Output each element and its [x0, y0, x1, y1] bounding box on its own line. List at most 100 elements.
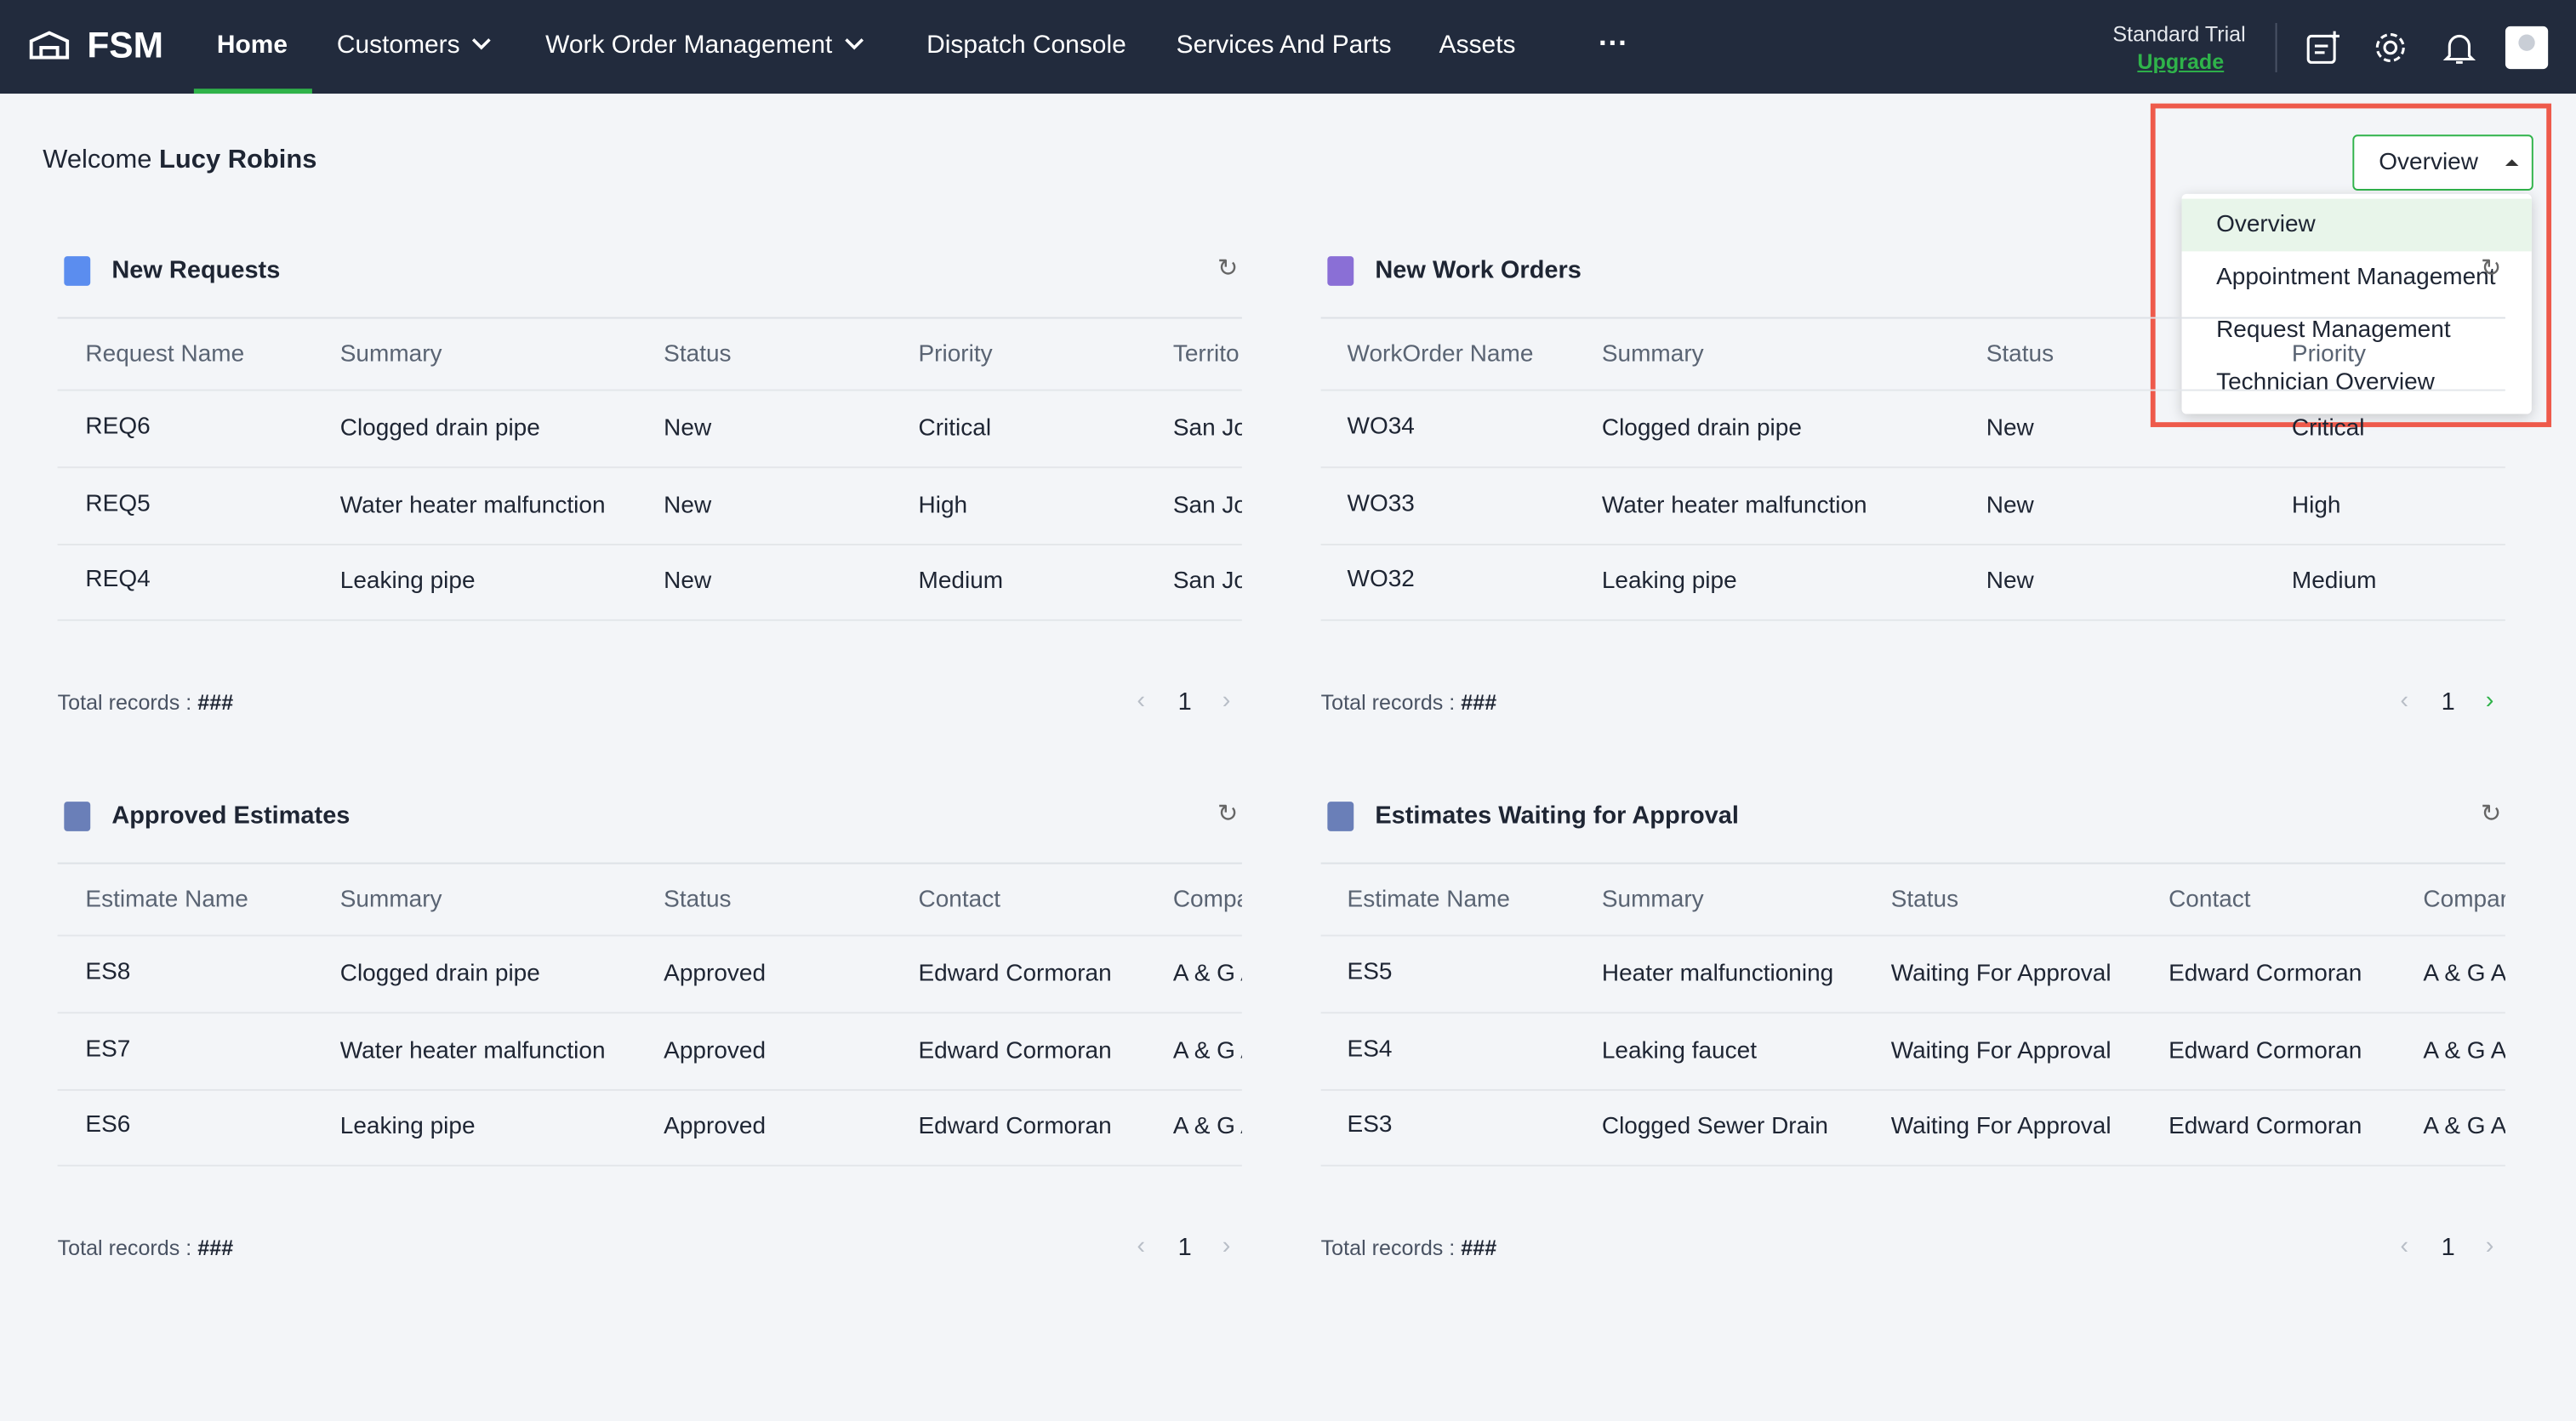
- cell: Medium: [2291, 568, 2377, 596]
- view-option[interactable]: Overview: [2181, 198, 2532, 252]
- cell: A & G A: [2423, 1114, 2505, 1141]
- cell: Leaking faucet: [1601, 1037, 1758, 1064]
- prev-page[interactable]: ‹: [1137, 687, 1145, 715]
- cell: Edward Cormoran: [918, 961, 1112, 988]
- refresh-button[interactable]: ↻: [2480, 800, 2502, 829]
- total-value: ###: [197, 1235, 234, 1260]
- nav-item[interactable]: Work Order Management: [545, 31, 865, 61]
- row-divider: [1320, 389, 2505, 391]
- upgrade-link[interactable]: Upgrade: [2137, 49, 2225, 74]
- page-number[interactable]: 1: [1177, 1233, 1192, 1262]
- cell: New: [664, 415, 712, 442]
- cell: A & G A: [1172, 1037, 1242, 1064]
- view-option-label: Technician Overview: [2216, 369, 2435, 397]
- cell: Critical: [918, 415, 992, 442]
- top-nav: FSM ··· Standard Trial Upgrade Home Custo…: [0, 0, 2576, 94]
- refresh-button[interactable]: ↻: [1217, 800, 1239, 829]
- next-page[interactable]: ›: [2485, 687, 2494, 715]
- prev-page[interactable]: ‹: [2400, 1231, 2409, 1260]
- next-page[interactable]: ›: [1222, 1231, 1231, 1260]
- next-page[interactable]: ›: [1222, 687, 1231, 715]
- row-divider: [57, 619, 1242, 622]
- column-header: Territo: [1172, 341, 1240, 368]
- row-divider: [57, 934, 1242, 937]
- total-value: ###: [1461, 689, 1497, 715]
- column-header: Status: [664, 341, 732, 368]
- cell: New: [1986, 415, 2034, 442]
- row-divider: [1320, 1012, 2505, 1014]
- nav-item[interactable]: Assets: [1439, 31, 1516, 60]
- cell: Water heater malfunction: [339, 492, 606, 519]
- column-header: Summary: [339, 341, 442, 368]
- cell: Approved: [664, 1114, 767, 1141]
- next-page[interactable]: ›: [2485, 1231, 2494, 1260]
- cell: ES4: [1347, 1036, 1393, 1063]
- nav-item[interactable]: Dispatch Console: [926, 31, 1126, 60]
- view-option[interactable]: Request Management: [2182, 304, 2532, 357]
- total-label: Total records :: [1320, 1235, 1456, 1260]
- column-header: Status: [1986, 341, 2055, 368]
- cell: Waiting For Approval: [1890, 961, 2112, 988]
- panel-icon: [64, 802, 91, 831]
- column-header: Compar: [2423, 887, 2505, 914]
- divider: [57, 317, 1242, 319]
- total-records: Total records : ###: [1321, 1236, 1497, 1260]
- cell: Waiting For Approval: [1890, 1114, 2112, 1141]
- total-value: ###: [1461, 1235, 1497, 1260]
- logo-icon: [29, 31, 70, 60]
- view-option-label: Request Management: [2216, 317, 2451, 344]
- view-option[interactable]: Technician Overview: [2182, 357, 2532, 409]
- view-select[interactable]: Overview: [2352, 134, 2533, 191]
- row-divider: [1320, 1088, 2505, 1091]
- view-option[interactable]: Appointment Management: [2182, 251, 2532, 304]
- panel-icon: [1327, 256, 1354, 286]
- page-number[interactable]: 1: [1177, 688, 1192, 716]
- cell: San Jo: [1172, 568, 1242, 596]
- panel: Approved Estimates ↻ Estimate Name Summary S…: [31, 769, 1275, 1295]
- total-records: Total records : ###: [58, 690, 234, 715]
- notification-icon[interactable]: [2442, 30, 2477, 66]
- settings-icon[interactable]: [2373, 30, 2408, 66]
- add-icon[interactable]: [2305, 30, 2340, 66]
- row-divider: [1320, 934, 2505, 937]
- total-value: ###: [197, 689, 234, 715]
- cell: ES3: [1347, 1112, 1393, 1139]
- column-header: Summary: [1601, 341, 1704, 368]
- panel-icon: [64, 256, 91, 286]
- column-header: Priority: [2291, 341, 2367, 368]
- table: Estimate Name Summary Status Contact Compar E…: [1295, 865, 2505, 1193]
- cell: Water heater malfunction: [1601, 492, 1867, 519]
- nav-item[interactable]: Customers: [337, 31, 493, 61]
- column-header: Estimate Name: [85, 887, 248, 914]
- cell: Water heater malfunction: [339, 1037, 606, 1064]
- cell: Edward Cormoran: [918, 1114, 1112, 1141]
- total-records: Total records : ###: [1321, 690, 1497, 715]
- column-header: Estimate Name: [1347, 887, 1510, 914]
- cell: A & G A: [1172, 1114, 1242, 1141]
- column-header: Summary: [1601, 887, 1704, 914]
- row-divider: [57, 466, 1242, 469]
- cell: A & G A: [2423, 1037, 2505, 1064]
- nav-item[interactable]: Home: [216, 31, 288, 60]
- refresh-button[interactable]: ↻: [1217, 254, 1239, 283]
- divider: [1320, 862, 2505, 865]
- cell: High: [918, 492, 968, 519]
- cell: REQ4: [85, 567, 151, 594]
- prev-page[interactable]: ‹: [2400, 687, 2409, 715]
- column-header: Summary: [339, 887, 442, 914]
- row-divider: [57, 543, 1242, 545]
- cell: Medium: [918, 568, 1004, 596]
- more-menu[interactable]: ···: [1598, 26, 1628, 60]
- page-number[interactable]: 1: [2441, 1233, 2455, 1262]
- page-number[interactable]: 1: [2441, 688, 2455, 716]
- cell: New: [664, 568, 712, 596]
- prev-page[interactable]: ‹: [1137, 1231, 1145, 1260]
- cell: WO33: [1347, 490, 1415, 517]
- brand: FSM: [87, 24, 164, 66]
- cell: High: [2291, 492, 2341, 519]
- panel-title: New Requests: [111, 256, 281, 285]
- cell: Edward Cormoran: [2169, 961, 2362, 988]
- nav-item[interactable]: Services And Parts: [1176, 31, 1392, 60]
- refresh-button[interactable]: ↻: [2480, 254, 2502, 283]
- avatar[interactable]: [2505, 26, 2549, 70]
